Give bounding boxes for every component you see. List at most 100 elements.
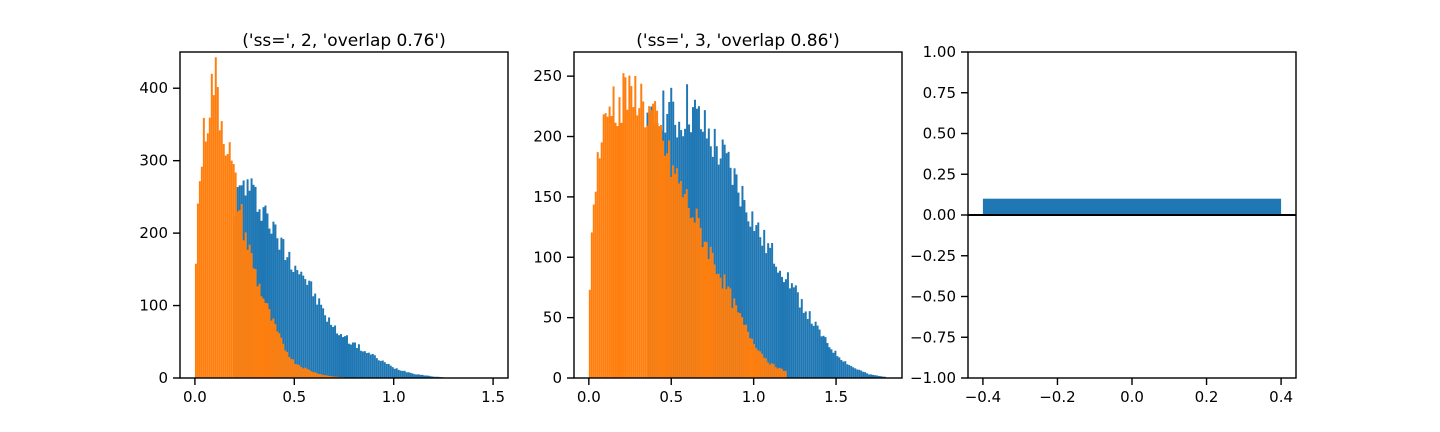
histogram-bar — [332, 326, 335, 378]
histogram-bar — [764, 358, 767, 378]
histogram-bar — [272, 221, 275, 378]
histogram-bar — [590, 232, 593, 378]
histogram-bar — [222, 144, 225, 378]
x-tick-label: −0.2 — [1039, 388, 1075, 406]
histogram-bar — [328, 375, 331, 378]
histogram-bar — [872, 374, 874, 378]
histogram-bar — [379, 360, 382, 378]
histogram-bar — [767, 243, 770, 378]
histogram-bar — [717, 273, 720, 378]
histogram-bar — [802, 312, 805, 378]
histogram-bar — [431, 376, 434, 378]
histogram-bar — [624, 77, 627, 378]
histogram-bar — [729, 288, 732, 378]
histogram-bar — [751, 211, 754, 378]
histogram-bar — [272, 318, 275, 378]
histogram-bar — [347, 343, 350, 378]
histogram-bar — [353, 342, 356, 378]
histogram-bar — [252, 268, 255, 378]
histogram-bar — [687, 207, 690, 378]
histogram-bar — [737, 312, 740, 378]
histogram-bar — [856, 369, 859, 378]
histogram-bar — [228, 142, 231, 378]
histogram-bar — [711, 252, 714, 378]
x-tick-label: 0.4 — [1269, 388, 1293, 406]
histogram-bar — [427, 375, 430, 378]
histogram-bar — [636, 115, 639, 378]
histogram-bar — [411, 373, 414, 378]
histogram-bar — [266, 303, 269, 378]
histogram-bar — [866, 373, 869, 378]
histogram-bar — [592, 204, 595, 378]
histogram-bar — [351, 342, 354, 378]
histogram-bar — [401, 370, 404, 378]
histogram-bar — [840, 360, 843, 378]
histogram-bar — [784, 370, 787, 378]
histogram-bar — [345, 335, 348, 378]
histogram-bar — [389, 365, 392, 378]
histogram-bar — [808, 311, 811, 378]
histogram-bar — [632, 107, 635, 378]
histogram-bar — [246, 249, 249, 378]
histogram-bar — [757, 222, 760, 378]
histogram-bar — [280, 237, 283, 378]
histogram-bar — [826, 343, 829, 378]
histogram-bar — [242, 240, 245, 378]
histogram-bar — [654, 101, 657, 378]
histogram-bar — [737, 192, 740, 378]
histogram-bar — [413, 374, 416, 378]
histogram-bar — [824, 337, 827, 378]
histogram-bar — [838, 357, 841, 378]
histogram-bar — [324, 315, 327, 378]
y-tick-label: 0.50 — [923, 125, 956, 143]
histogram-bar — [610, 116, 613, 378]
histogram-bar — [779, 270, 782, 378]
histogram-bar — [773, 263, 776, 378]
histogram-bar — [762, 357, 765, 378]
histogram-bar — [421, 374, 424, 378]
histogram-bar — [284, 350, 287, 378]
histogram-bar — [383, 362, 386, 378]
histogram-bar — [796, 292, 799, 378]
histogram-bar — [747, 331, 750, 378]
histogram-bar — [781, 276, 783, 378]
histogram-bar — [620, 122, 623, 378]
x-tick-label: 0.0 — [577, 388, 601, 406]
histogram-bar — [719, 158, 722, 378]
histogram-bar — [759, 237, 762, 378]
histogram-bar — [194, 263, 197, 378]
histogram-bar — [316, 304, 319, 378]
histogram-bar — [296, 364, 299, 378]
histogram-bar — [236, 211, 239, 378]
histogram-bar — [276, 238, 279, 378]
histogram-bar — [614, 122, 617, 378]
histogram-bar — [804, 311, 807, 378]
histogram-bar — [846, 364, 849, 378]
histogram-bar — [741, 317, 744, 378]
histogram-bar — [604, 113, 607, 378]
histogram-bar — [717, 164, 720, 378]
histogram-bar — [270, 233, 273, 378]
histogram-bar — [282, 239, 285, 378]
histogram-bar — [254, 269, 257, 378]
histogram-bar — [314, 372, 317, 378]
histogram-bar — [274, 224, 277, 378]
histogram-bar — [794, 285, 797, 378]
histogram-bar — [881, 376, 884, 378]
histogram-bar — [312, 372, 315, 378]
histogram-bar — [727, 151, 730, 378]
histogram-bar — [754, 348, 757, 378]
histogram-bar — [429, 376, 432, 378]
histogram-bar — [776, 368, 779, 378]
histogram-bar — [270, 320, 273, 378]
histogram-bar — [721, 288, 724, 378]
histogram-bar — [689, 218, 692, 378]
histogram-bar — [723, 144, 726, 378]
histogram-bar — [677, 183, 680, 378]
chart-panel-1: ('ss=', 2, 'overlap 0.76') 0.0 0.5 1.0 1.5 0… — [139, 31, 509, 406]
y-tick-label: 400 — [139, 79, 168, 97]
histogram-bar — [780, 368, 783, 378]
histogram-bar — [679, 181, 682, 378]
histogram-bar — [774, 367, 777, 378]
histogram-bar — [638, 108, 641, 378]
